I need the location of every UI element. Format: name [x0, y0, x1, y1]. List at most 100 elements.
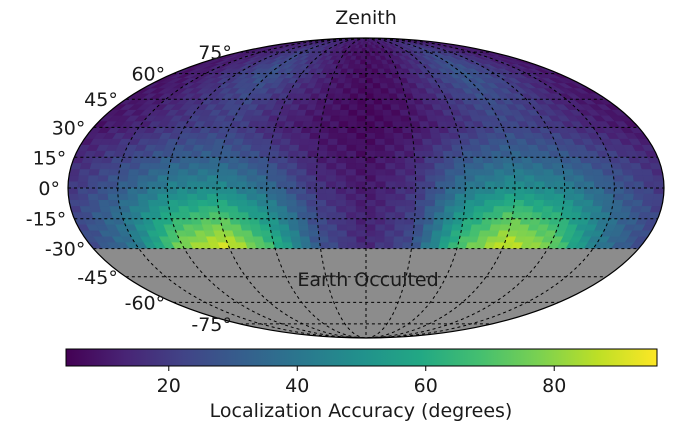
intensity-cell — [365, 156, 377, 164]
intensity-cell — [602, 200, 614, 207]
intensity-cell — [345, 187, 357, 195]
intensity-cell — [583, 193, 595, 201]
intensity-cell — [97, 187, 109, 195]
intensity-cell — [444, 200, 456, 207]
intensity-cell — [307, 224, 319, 232]
intensity-cell — [383, 121, 394, 128]
intensity-cell — [562, 200, 575, 207]
intensity-cells — [68, 38, 664, 249]
intensity-cell — [177, 175, 189, 183]
intensity-cell — [399, 109, 410, 117]
intensity-cell — [573, 193, 585, 201]
intensity-cell — [309, 236, 321, 244]
intensity-cell — [88, 169, 101, 176]
intensity-cell — [511, 156, 524, 164]
intensity-cell — [522, 206, 534, 213]
intensity-cell — [390, 104, 401, 111]
intensity-cell — [479, 144, 492, 152]
intensity-cell — [196, 181, 208, 189]
intensity-cell — [590, 206, 603, 213]
intensity-cell — [552, 200, 565, 207]
intensity-cell — [281, 132, 293, 140]
intensity-cell — [455, 181, 466, 189]
intensity-cell — [87, 181, 99, 189]
intensity-cell — [395, 200, 406, 207]
intensity-cell — [613, 175, 625, 183]
intensity-cell — [543, 175, 555, 183]
intensity-cell — [365, 121, 376, 128]
intensity-cell — [356, 144, 367, 152]
intensity-cell — [593, 181, 605, 189]
intensity-cell — [453, 212, 465, 220]
intensity-cell — [98, 169, 111, 176]
intensity-cell — [294, 115, 306, 122]
intensity-cell — [460, 224, 473, 232]
intensity-cell — [308, 138, 320, 146]
meridian-line — [216, 38, 367, 338]
intensity-cell — [167, 181, 178, 189]
intensity-cell — [328, 236, 339, 244]
intensity-cell — [373, 93, 383, 100]
intensity-cell — [277, 212, 289, 220]
intensity-cell — [504, 193, 516, 201]
intensity-cell — [404, 156, 416, 164]
intensity-cell — [266, 175, 278, 183]
intensity-cell — [346, 224, 357, 232]
intensity-cell — [623, 175, 635, 183]
intensity-cell — [108, 200, 120, 207]
intensity-cell — [471, 150, 484, 158]
intensity-cell — [470, 144, 482, 152]
intensity-cell — [365, 175, 377, 183]
intensity-cell — [373, 98, 383, 105]
intensity-cell — [440, 138, 453, 146]
intensity-cell — [346, 138, 357, 146]
meridian-line — [365, 38, 566, 338]
intensity-cell — [513, 169, 525, 176]
intensity-cell — [484, 181, 496, 189]
intensity-cell — [395, 169, 406, 176]
intensity-cell — [524, 187, 536, 195]
intensity-cell — [551, 206, 564, 213]
intensity-cell — [107, 193, 119, 201]
intensity-cell — [365, 193, 377, 201]
intensity-cell — [314, 104, 326, 111]
intensity-cell — [419, 121, 430, 128]
meridian-line — [117, 38, 367, 338]
intensity-cell — [246, 193, 258, 201]
intensity-cell — [395, 193, 407, 201]
intensity-cell — [522, 163, 534, 170]
intensity-cell — [489, 144, 502, 152]
intensity-cell — [385, 163, 396, 170]
intensity-cell — [414, 169, 426, 176]
intensity-cell — [306, 163, 318, 170]
intensity-cell — [316, 187, 327, 195]
intensity-cell — [483, 163, 495, 170]
intensity-cell — [355, 200, 367, 207]
intensity-cell — [365, 59, 372, 65]
intensity-cell — [236, 181, 248, 189]
intensity-cell — [383, 115, 394, 122]
intensity-cell — [207, 169, 219, 176]
intensity-cell — [444, 169, 456, 176]
intensity-cell — [248, 156, 260, 164]
intensity-cell — [494, 193, 506, 201]
intensity-cell — [394, 224, 405, 232]
intensity-cell — [169, 212, 182, 220]
intensity-cell — [375, 138, 386, 146]
intensity-cell — [307, 218, 319, 226]
intensity-cell — [385, 200, 397, 207]
intensity-cell — [355, 163, 367, 170]
intensity-cell — [267, 163, 279, 170]
intensity-cell — [268, 218, 280, 226]
intensity-cell — [413, 218, 425, 226]
intensity-cell — [553, 193, 565, 201]
intensity-cell — [542, 206, 554, 213]
intensity-cell — [524, 175, 536, 183]
intensity-cell — [147, 200, 160, 207]
intensity-cell — [216, 181, 228, 189]
intensity-cell — [287, 218, 299, 226]
intensity-cell — [365, 138, 376, 146]
intensity-cell — [137, 200, 150, 207]
intensity-cell — [97, 193, 109, 201]
intensity-cell — [256, 175, 268, 183]
